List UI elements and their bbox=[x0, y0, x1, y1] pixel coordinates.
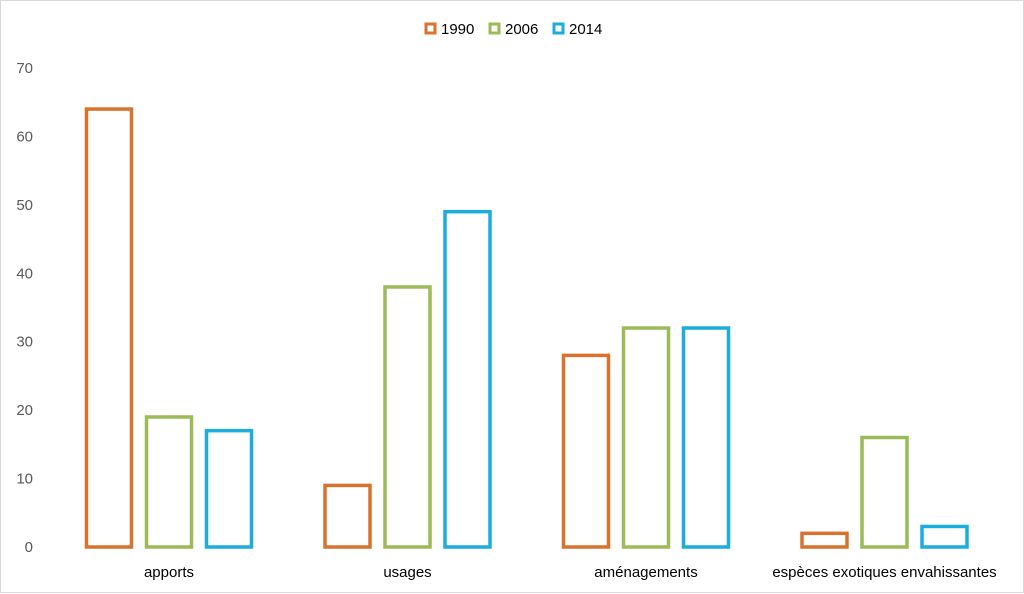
x-category-label: espèces exotiques envahissantes bbox=[772, 564, 996, 581]
bars bbox=[84, 107, 969, 549]
x-category-label: apports bbox=[144, 564, 194, 581]
bar-2006-0 bbox=[144, 415, 194, 549]
bar-1990-1 bbox=[323, 483, 372, 549]
y-tick-label: 50 bbox=[16, 197, 33, 214]
bar-2014-0 bbox=[204, 428, 254, 549]
bar-2006-3 bbox=[860, 435, 909, 549]
legend-swatch-1990 bbox=[424, 22, 437, 35]
x-category-label: aménagements bbox=[594, 564, 697, 581]
legend-label-2014: 2014 bbox=[569, 21, 602, 38]
y-tick-label: 30 bbox=[16, 334, 33, 351]
legend-swatch-2006 bbox=[488, 22, 501, 35]
legend-label-1990: 1990 bbox=[441, 21, 474, 38]
bar-2014-2 bbox=[681, 326, 731, 549]
y-tick-label: 10 bbox=[16, 471, 33, 488]
y-axis: 0 10 20 30 40 50 60 70 bbox=[16, 60, 33, 556]
bar-2014-3 bbox=[920, 524, 969, 549]
y-tick-label: 0 bbox=[25, 539, 33, 556]
bar-1990-3 bbox=[800, 531, 849, 549]
y-tick-label: 20 bbox=[16, 402, 33, 419]
legend-swatch-2014 bbox=[552, 22, 565, 35]
y-tick-label: 70 bbox=[16, 60, 33, 77]
y-tick-label: 40 bbox=[16, 265, 33, 282]
bar-2006-2 bbox=[621, 326, 671, 549]
y-tick-label: 60 bbox=[16, 128, 33, 145]
bar-1990-2 bbox=[561, 353, 611, 549]
x-axis: apports usages aménagements espèces exotiqu… bbox=[144, 564, 997, 581]
bar-1990-0 bbox=[84, 107, 134, 549]
x-category-label: usages bbox=[383, 564, 431, 581]
legend: 1990 2006 2014 bbox=[424, 21, 602, 38]
bar-2014-1 bbox=[443, 209, 492, 549]
legend-label-2006: 2006 bbox=[505, 21, 538, 38]
bar-2006-1 bbox=[383, 285, 432, 549]
